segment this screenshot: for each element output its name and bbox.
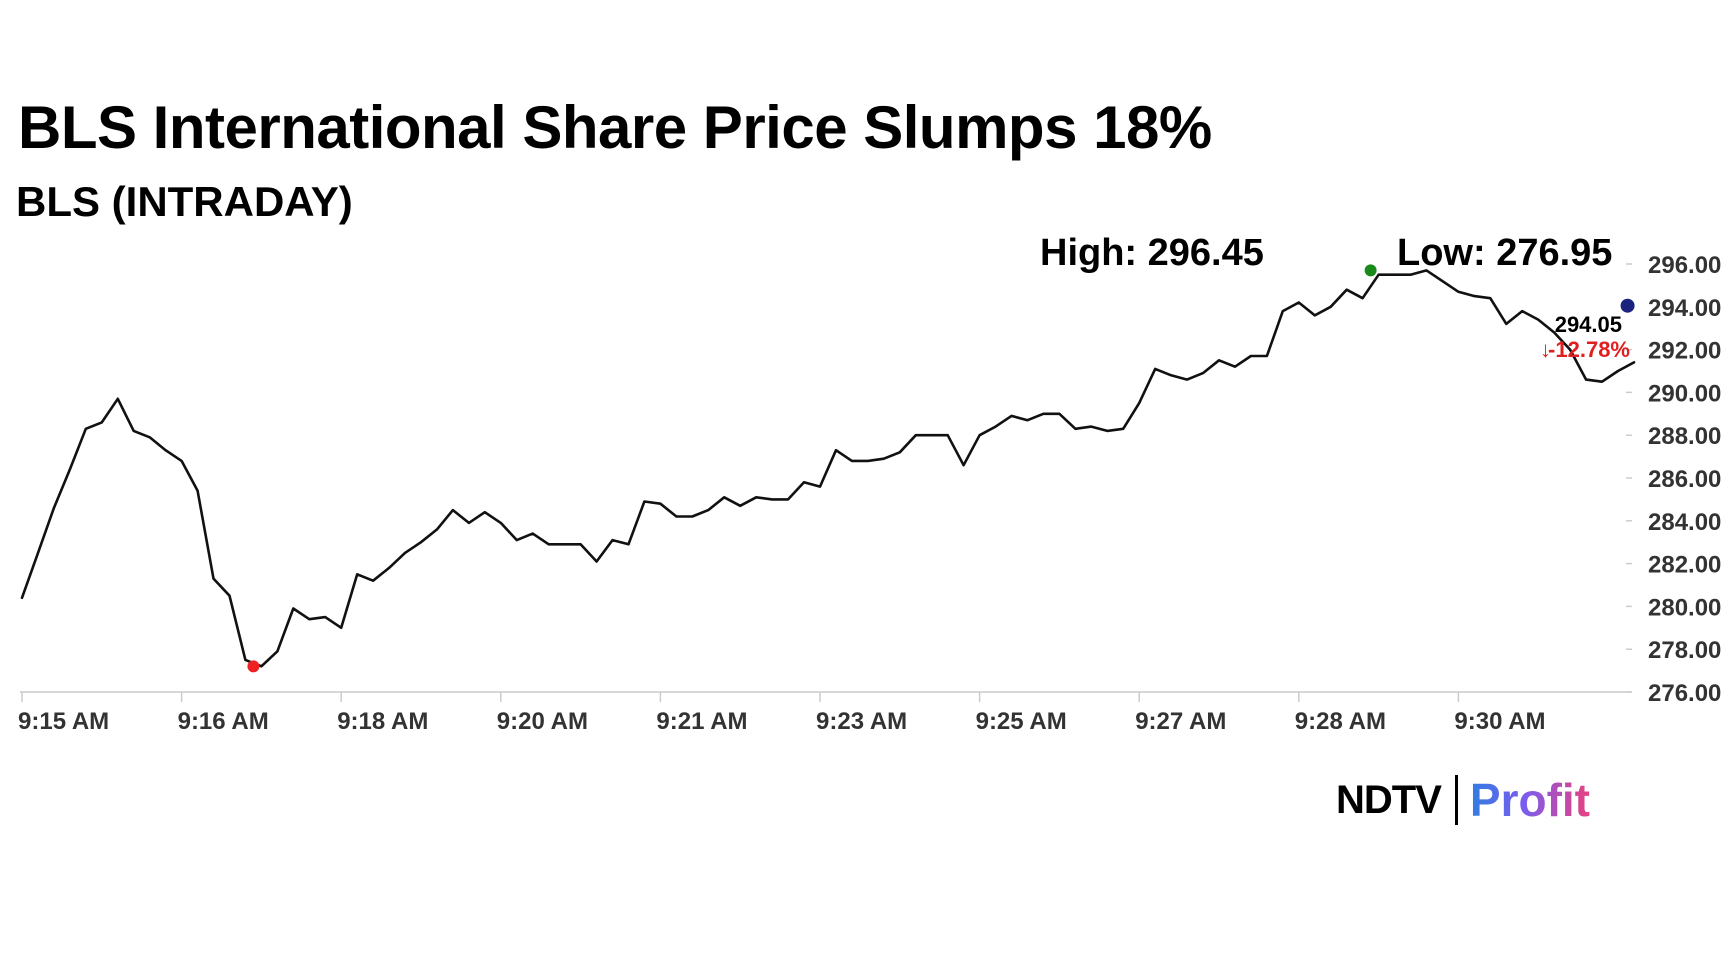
high-label: High: 296.45	[1040, 232, 1264, 274]
y-tick-label: 292.00	[1648, 338, 1721, 365]
x-tick-label: 9:27 AM	[1135, 708, 1226, 735]
y-tick-label: 284.00	[1648, 509, 1721, 536]
price-line	[20, 269, 1636, 668]
logo-ndtv-text: NDTV	[1336, 777, 1442, 822]
logo-profit-text: Profit	[1469, 774, 1590, 826]
last-price-label: 294.05	[1555, 312, 1622, 337]
page-title: BLS International Share Price Slumps 18%	[18, 94, 1212, 161]
low-marker	[247, 660, 260, 673]
change-arrow-icon: ↓	[1540, 337, 1551, 362]
x-tick-label: 9:25 AM	[976, 708, 1067, 735]
x-tick-label: 9:18 AM	[337, 708, 428, 735]
x-tick-label: 9:15 AM	[18, 708, 109, 735]
change-percent-label: -12.78%	[1548, 337, 1630, 362]
x-tick-label: 9:21 AM	[656, 708, 747, 735]
last-price-marker	[1620, 298, 1635, 313]
x-tick-label: 9:20 AM	[497, 708, 588, 735]
high-marker	[1364, 264, 1377, 277]
y-tick-label: 278.00	[1648, 637, 1721, 664]
x-tick-label: 9:28 AM	[1295, 708, 1386, 735]
low-label: Low: 276.95	[1397, 232, 1612, 274]
x-tick-label: 9:30 AM	[1454, 708, 1545, 735]
y-tick-label: 290.00	[1648, 380, 1721, 407]
chart-subtitle: BLS (INTRADAY)	[16, 178, 353, 225]
x-tick-label: 9:23 AM	[816, 708, 907, 735]
y-tick-label: 296.00	[1648, 252, 1721, 279]
y-tick-label: 282.00	[1648, 552, 1721, 579]
y-tick-label: 276.00	[1648, 680, 1721, 707]
y-tick-label: 280.00	[1648, 594, 1721, 621]
y-tick-label: 288.00	[1648, 423, 1721, 450]
logo-divider	[1454, 775, 1458, 825]
x-tick-label: 9:16 AM	[178, 708, 269, 735]
y-tick-label: 294.00	[1648, 295, 1721, 322]
y-tick-label: 286.00	[1648, 466, 1721, 493]
ndtv-profit-logo: NDTV Profit	[1336, 772, 1590, 828]
